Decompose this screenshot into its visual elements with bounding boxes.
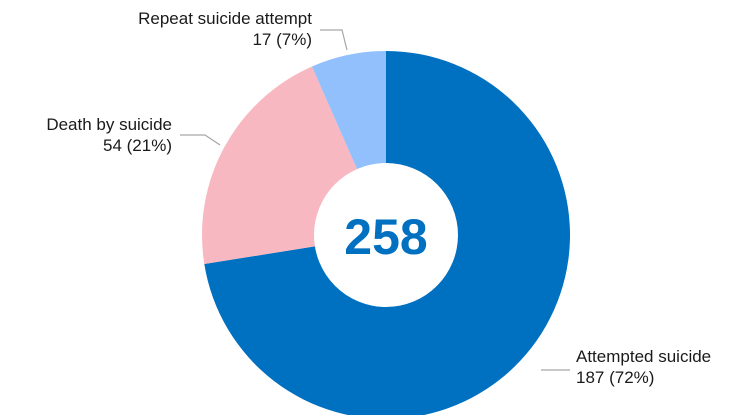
- leader-lines: [180, 29, 570, 371]
- slice-value-label: 17 (7%): [252, 30, 312, 49]
- slice-name-label: Repeat suicide attempt: [138, 9, 312, 28]
- slice-value-label: 54 (21%): [103, 136, 172, 155]
- slice-name-label: Death by suicide: [46, 115, 172, 134]
- center-total-label: 258: [344, 209, 427, 265]
- leader-line-repeat-suicide-attempt: [320, 29, 348, 51]
- donut-hole: [314, 163, 458, 307]
- leader-line-death-by-suicide: [180, 134, 221, 146]
- slice-value-label: 187 (72%): [576, 368, 654, 387]
- slice-labels: Attempted suicide 187 (72%) Death by suici…: [46, 9, 711, 387]
- slice-name-label: Attempted suicide: [576, 347, 711, 366]
